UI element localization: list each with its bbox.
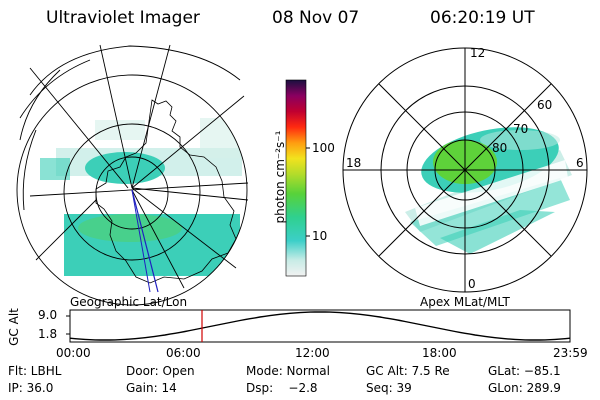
color-bar [285, 79, 310, 277]
lat-label-60: 60 [537, 98, 553, 112]
instrument-title: Ultraviolet Imager [46, 8, 200, 28]
altitude-timeline [66, 309, 571, 343]
colorbar-tick-10: 10 [312, 229, 328, 243]
timeline-xtick-0000: 00:00 [56, 346, 91, 360]
colorbar-tick-100: 100 [312, 141, 335, 155]
timeline-ytick-low: 1.8 [38, 327, 58, 341]
coastline [95, 99, 237, 284]
timeline-xtick-1800: 18:00 [422, 346, 457, 360]
polar-map [342, 47, 588, 293]
timeline-xtick-2359: 23:59 [553, 346, 588, 360]
info-glat: GLat: −85.1 [488, 364, 561, 378]
mlt-label-12: 12 [470, 46, 486, 60]
info-flt: Flt: LBHL [8, 364, 62, 378]
colorbar-unit-label: photon cm⁻²s⁻¹ [273, 130, 287, 224]
info-mode: Mode: Normal [246, 364, 330, 378]
meridian-line [131, 189, 159, 293]
info-ip: IP: 36.0 [8, 381, 54, 395]
left-panel-caption: Geographic Lat/Lon [70, 295, 188, 309]
info-glon: GLon: 289.9 [488, 381, 561, 395]
timeline-ytick-high: 9.0 [38, 308, 58, 322]
info-seq: Seq: 39 [366, 381, 412, 395]
mlt-label-18: 18 [346, 156, 362, 170]
geographic-map [16, 44, 249, 306]
timeline-xtick-1200: 12:00 [295, 346, 330, 360]
info-door: Door: Open [126, 364, 195, 378]
right-panel-caption: Apex MLat/MLT [420, 295, 510, 309]
left-aurora [40, 118, 245, 276]
graticule [16, 44, 249, 306]
lat-label-70: 70 [513, 122, 529, 136]
info-gc-alt: GC Alt: 7.5 Re [366, 364, 450, 378]
mlt-label-6: 6 [576, 156, 584, 170]
meridian-line-2 [131, 189, 151, 293]
image-date: 08 Nov 07 [272, 8, 360, 28]
image-time: 06:20:19 UT [430, 8, 535, 28]
lat-label-80: 80 [492, 141, 508, 155]
timeline-xtick-0600: 06:00 [166, 346, 201, 360]
timeline-ylabel: GC Alt [7, 308, 21, 346]
gc-alt-curve [69, 311, 571, 341]
info-gain: Gain: 14 [126, 381, 177, 395]
polar-grid [342, 47, 588, 293]
info-dsp: Dsp: −2.8 [246, 381, 318, 395]
mlt-label-0: 0 [468, 277, 476, 291]
